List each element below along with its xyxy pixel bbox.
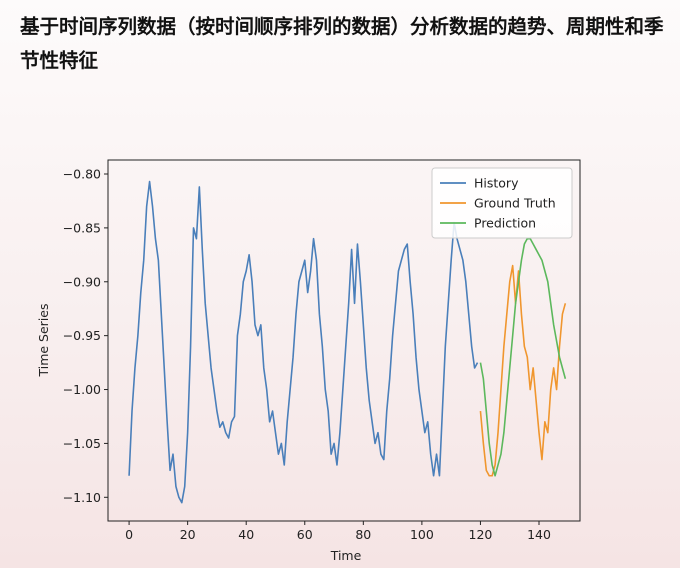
y-tick-label: −0.95 [63, 328, 101, 343]
x-tick-label: 100 [410, 527, 434, 542]
legend-label: Prediction [474, 216, 536, 231]
y-tick-label: −0.80 [63, 167, 101, 182]
slide-title: 基于时间序列数据（按时间顺序排列的数据）分析数据的趋势、周期性和季节性特征 [20, 15, 664, 72]
y-tick-label: −1.05 [63, 436, 101, 451]
y-tick-label: −0.90 [63, 274, 101, 289]
legend-label: History [474, 176, 519, 191]
x-axis-label: Time [330, 548, 362, 563]
x-tick-label: 80 [355, 527, 371, 542]
legend-label: Ground Truth [474, 196, 556, 211]
x-tick-label: 140 [527, 527, 551, 542]
x-tick-label: 40 [238, 527, 254, 542]
series-line [128, 180, 479, 504]
series-line [479, 264, 567, 477]
x-tick-label: 60 [297, 527, 313, 542]
y-tick-label: −0.85 [63, 220, 101, 235]
x-tick-label: 20 [180, 527, 196, 542]
y-axis-label: Time Series [36, 303, 51, 377]
series-line [479, 237, 567, 477]
x-tick-label: 120 [469, 527, 493, 542]
x-tick-label: 0 [125, 527, 133, 542]
y-tick-label: −1.10 [63, 490, 101, 505]
legend-box [431, 167, 573, 239]
y-tick-label: −1.00 [63, 382, 101, 397]
plot-frame [107, 159, 581, 522]
